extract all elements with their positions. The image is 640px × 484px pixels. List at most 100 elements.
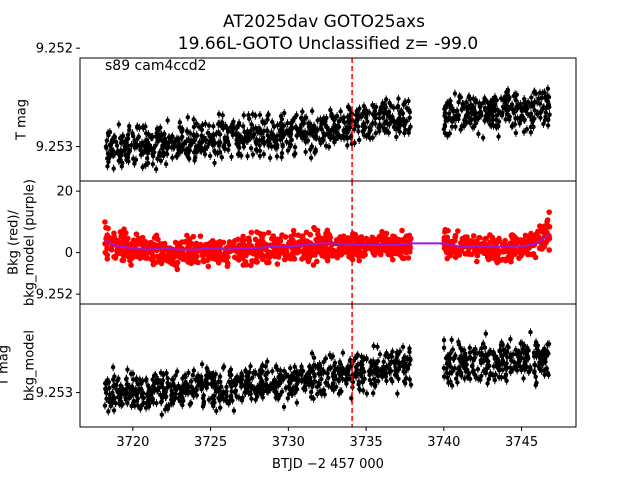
data-point	[373, 116, 377, 120]
data-point	[186, 115, 190, 119]
data-point	[313, 379, 317, 383]
data-point	[218, 398, 222, 402]
data-point	[444, 237, 450, 243]
data-point	[199, 384, 203, 388]
data-point	[403, 128, 407, 132]
data-point	[208, 154, 212, 158]
data-point	[229, 155, 233, 159]
data-point	[249, 146, 253, 150]
data-point	[150, 152, 154, 156]
data-point	[357, 114, 361, 118]
data-point	[368, 127, 372, 131]
data-point	[451, 347, 455, 351]
y-tick-label: 0	[65, 246, 73, 261]
data-point	[275, 154, 279, 158]
data-point	[259, 383, 263, 387]
data-point	[120, 140, 124, 144]
data-point	[317, 362, 321, 366]
data-point	[111, 166, 115, 170]
data-point	[337, 378, 341, 382]
data-point	[447, 111, 451, 115]
data-point	[357, 138, 361, 142]
data-point	[217, 239, 223, 245]
data-point	[456, 100, 460, 104]
data-point	[388, 368, 392, 372]
data-point	[217, 112, 221, 116]
data-point	[153, 259, 159, 265]
data-point	[134, 231, 140, 237]
data-point	[226, 140, 230, 144]
data-point	[371, 391, 375, 395]
data-point	[126, 383, 130, 387]
data-point	[202, 402, 206, 406]
data-point	[260, 119, 264, 123]
data-point	[188, 148, 192, 152]
data-point	[376, 125, 380, 129]
data-point	[547, 95, 551, 99]
data-point	[326, 376, 330, 380]
data-point	[535, 100, 539, 104]
data-point	[470, 112, 474, 116]
data-point	[356, 382, 360, 386]
data-point	[408, 110, 412, 114]
data-point	[126, 159, 130, 163]
data-point	[292, 256, 298, 262]
data-point	[249, 129, 253, 133]
data-point	[264, 364, 268, 368]
data-point	[253, 114, 257, 118]
data-point	[291, 118, 295, 122]
data-point	[243, 368, 247, 372]
data-point	[321, 360, 325, 364]
data-point	[288, 144, 292, 148]
data-point	[502, 238, 508, 244]
data-point	[454, 114, 458, 118]
data-point	[455, 380, 459, 384]
data-point	[240, 234, 246, 240]
data-point	[325, 126, 329, 130]
data-point	[292, 153, 296, 157]
data-point	[360, 363, 364, 367]
data-point	[211, 124, 215, 128]
data-point	[113, 255, 119, 261]
data-point	[194, 121, 198, 125]
data-point	[152, 381, 156, 385]
data-point	[104, 246, 110, 252]
data-point	[504, 108, 508, 112]
data-point	[523, 118, 527, 122]
data-point	[259, 370, 263, 374]
data-point	[195, 150, 199, 154]
data-point	[310, 109, 314, 113]
data-point	[214, 409, 218, 413]
data-point	[535, 112, 539, 116]
data-point	[131, 240, 137, 246]
data-point	[233, 378, 237, 382]
data-point	[306, 131, 310, 135]
data-point	[229, 393, 233, 397]
data-point	[270, 369, 274, 373]
data-point	[201, 393, 205, 397]
data-point	[225, 399, 229, 403]
data-point	[246, 238, 252, 244]
data-point	[280, 144, 284, 148]
data-point	[390, 235, 396, 241]
data-point	[143, 124, 147, 128]
data-point	[263, 373, 267, 377]
data-point	[404, 247, 410, 253]
data-point	[314, 259, 320, 265]
data-point	[483, 108, 487, 112]
data-point	[535, 228, 541, 234]
data-point	[293, 364, 297, 368]
data-point	[443, 104, 447, 108]
data-point	[295, 400, 299, 404]
data-point	[396, 377, 400, 381]
data-point	[119, 258, 125, 264]
data-point	[151, 162, 155, 166]
data-point	[321, 138, 325, 142]
data-point	[159, 159, 163, 163]
data-point	[240, 138, 244, 142]
data-point	[237, 151, 241, 155]
data-point	[240, 398, 244, 402]
